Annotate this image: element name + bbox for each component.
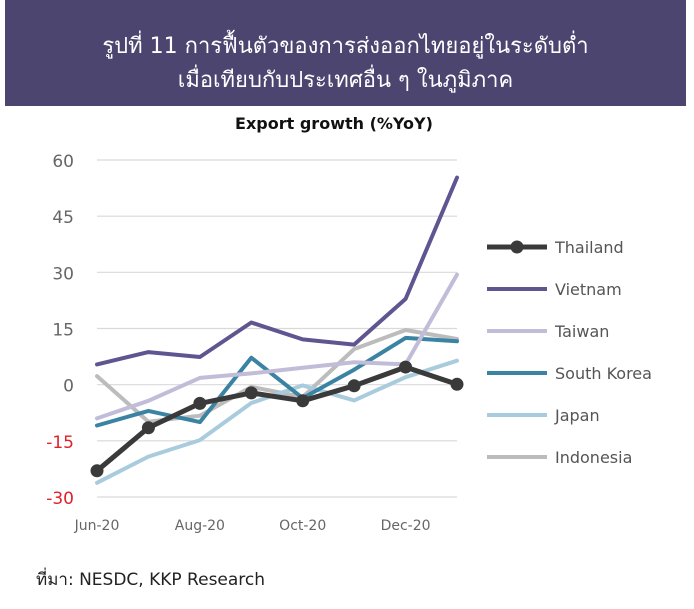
data-point-thailand bbox=[399, 360, 413, 374]
data-point-thailand bbox=[141, 421, 155, 435]
y-tick-layer: -30 -15 0 15 30 45 60 bbox=[46, 152, 74, 509]
data-point-thailand bbox=[90, 464, 104, 478]
y-tick-label: 45 bbox=[52, 208, 74, 228]
legend-label-south-korea: South Korea bbox=[555, 364, 652, 383]
source-note: ที่มา: NESDC, KKP Research bbox=[36, 570, 266, 590]
series-layer bbox=[90, 175, 464, 485]
legend-label-japan: Japan bbox=[554, 406, 600, 425]
title-banner: รูปที่ 11 การฟื้นตัวของการส่งออกไทยอยู่ใ… bbox=[5, 0, 686, 106]
legend-label-indonesia: Indonesia bbox=[555, 448, 632, 467]
y-tick-label: -30 bbox=[46, 489, 74, 509]
legend: Thailand Vietnam Taiwan South Korea Japan Ind… bbox=[487, 238, 652, 467]
title-line-1: รูปที่ 11 การฟื้นตัวของการส่งออกไทยอยู่ใ… bbox=[102, 34, 589, 59]
series-line-japan bbox=[95, 358, 459, 485]
data-point-thailand bbox=[450, 377, 464, 391]
legend-label-vietnam: Vietnam bbox=[555, 280, 622, 299]
data-point-thailand bbox=[193, 396, 207, 410]
y-tick-label: -15 bbox=[46, 433, 74, 453]
x-tick-label: Oct-20 bbox=[279, 518, 326, 534]
title-line-2: เมื่อเทียบกับประเทศอื่น ๆ ในภูมิภาค bbox=[177, 68, 514, 93]
data-point-thailand bbox=[347, 379, 361, 393]
y-tick-label: 30 bbox=[52, 264, 74, 284]
export-growth-chart: Export growth (%YoY) -30 -15 0 15 30 45 60 Jun… bbox=[46, 114, 652, 534]
series-line-taiwan bbox=[95, 272, 459, 421]
x-tick-label: Aug-20 bbox=[175, 518, 225, 534]
legend-label-taiwan: Taiwan bbox=[554, 322, 609, 341]
y-tick-label: 15 bbox=[52, 321, 74, 341]
x-tick-label: Dec-20 bbox=[381, 518, 431, 534]
series-line-vietnam bbox=[95, 175, 459, 367]
series-line-south-korea bbox=[95, 335, 459, 428]
y-tick-label: 0 bbox=[63, 377, 74, 397]
chart-title: Export growth (%YoY) bbox=[235, 114, 433, 133]
x-tick-label: Jun-20 bbox=[74, 518, 120, 534]
data-point-thailand bbox=[244, 386, 258, 400]
legend-marker-thailand bbox=[510, 240, 524, 254]
y-tick-label: 60 bbox=[52, 152, 74, 172]
series-line-thailand bbox=[94, 364, 460, 474]
x-tick-layer: Jun-20 Aug-20 Oct-20 Dec-20 bbox=[74, 518, 431, 534]
series-line-indonesia bbox=[95, 328, 459, 424]
legend-label-thailand: Thailand bbox=[554, 238, 624, 257]
grid-layer bbox=[97, 159, 457, 498]
data-point-thailand bbox=[296, 394, 310, 408]
